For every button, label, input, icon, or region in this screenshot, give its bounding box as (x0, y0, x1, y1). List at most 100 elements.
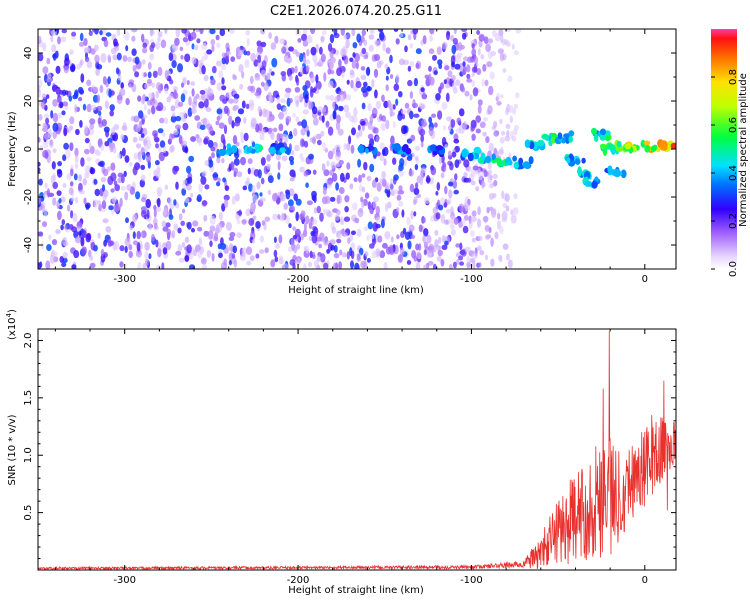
x-tick-label: 0 (642, 274, 648, 285)
spectrogram-noise-cell (515, 92, 520, 99)
spectrogram-noise-cell (452, 261, 457, 269)
spectrogram-noise-cell (485, 254, 488, 261)
spectrogram-noise-cell (288, 46, 294, 52)
spectrogram-noise-cell (218, 211, 223, 221)
spectrogram-noise-cell (370, 234, 375, 240)
spectrogram-noise-cell (506, 130, 510, 138)
spectrogram-noise-cell (84, 125, 89, 135)
spectrogram-noise-cell (225, 91, 232, 98)
spectrogram-noise-cell (210, 146, 216, 152)
spectrogram-signal-cell (670, 142, 676, 150)
spectrogram-noise-cell (202, 263, 207, 269)
spectrogram-noise-cell (100, 144, 105, 152)
spectrogram-noise-cell (335, 182, 339, 191)
spectrogram-noise-cell (71, 264, 77, 269)
snr-series-line (38, 331, 676, 570)
spectrogram-noise-cell (434, 239, 439, 248)
spectrogram-noise-cell (448, 124, 452, 132)
spectrogram-noise-cell (428, 116, 433, 124)
spectrogram-noise-cell (274, 192, 278, 201)
spectrogram-noise-cell (266, 117, 273, 122)
spectrogram-noise-cell (351, 230, 356, 236)
snr-y-multiplier: (x104) (5, 309, 18, 340)
spectrogram-noise-cell (481, 181, 486, 188)
spectrogram-noise-cell (55, 88, 60, 94)
spectrogram-noise-cell (389, 178, 394, 184)
spectrogram-noise-cell (455, 259, 460, 265)
spectrogram-noise-cell (216, 108, 223, 115)
spectrogram-noise-cell (323, 262, 329, 269)
spectrogram-noise-cell (270, 259, 276, 268)
spectrogram-signal-cell (536, 139, 545, 147)
spectrogram-noise-cell (492, 192, 497, 199)
spectrogram-noise-cell (424, 74, 430, 80)
spectrogram-noise-cell (299, 138, 305, 148)
spectrogram-noise-cell (216, 157, 221, 164)
spectrogram-noise-cell (339, 94, 345, 102)
spectrogram-noise-cell (221, 52, 227, 58)
spectrogram-noise-cell (466, 78, 473, 83)
spectrogram-noise-cell (350, 79, 354, 89)
spectrogram-noise-cell (341, 71, 345, 78)
spectrogram-noise-cell (397, 190, 401, 195)
spectrogram-noise-cell (209, 29, 216, 35)
spectrogram-noise-cell (223, 145, 227, 151)
spectrogram-noise-cell (329, 60, 335, 69)
spectrogram-noise-cell (240, 131, 244, 139)
spectrogram-noise-cell (133, 115, 140, 123)
spectrogram-noise-cell (102, 76, 107, 85)
spectrogram-noise-cell (462, 61, 466, 67)
spectrogram-noise-cell (504, 193, 510, 203)
spectrogram-noise-cell (281, 155, 288, 162)
spectrogram-noise-cell (363, 81, 368, 88)
spectrogram-noise-cell (147, 61, 152, 70)
spectrogram-noise-cell (311, 254, 316, 260)
spectrogram-noise-cell (86, 79, 92, 87)
spectrogram-noise-cell (366, 235, 370, 242)
spectrogram-noise-cell (511, 43, 515, 50)
spectrogram-noise-cell (42, 122, 47, 131)
spectrogram-noise-cell (291, 149, 295, 156)
spectrogram-noise-cell (363, 54, 369, 60)
spectrogram-noise-cell (505, 123, 511, 130)
spectrogram-noise-cell (478, 34, 485, 42)
spectrogram-noise-cell (174, 37, 180, 46)
spectrogram-noise-cell (423, 264, 429, 269)
spectrogram-noise-cell (390, 236, 394, 243)
spectrogram-noise-cell (416, 193, 422, 199)
spectrogram-noise-cell (253, 169, 260, 177)
spectrogram-noise-cell (68, 187, 74, 196)
spectrogram-noise-cell (45, 260, 51, 269)
spectrogram-noise-cell (43, 113, 50, 119)
spectrogram-noise-cell (200, 118, 206, 124)
spectrogram-noise-cell (368, 34, 375, 40)
spectrogram-noise-cell (259, 197, 266, 203)
spectrogram-noise-cell (68, 95, 73, 102)
spectrogram-noise-cell (80, 157, 85, 167)
spectrogram-noise-cell (97, 117, 102, 125)
spectrogram-noise-cell (389, 182, 394, 191)
spectrogram-noise-cell (476, 68, 482, 75)
spectrogram-noise-cell (339, 172, 345, 182)
spectrogram-noise-cell (450, 119, 456, 128)
spectrogram-noise-cell (450, 215, 455, 225)
spectrogram-noise-cell (38, 114, 43, 121)
spectrogram-noise-cell (293, 193, 299, 201)
spectrogram-noise-cell (301, 33, 308, 42)
spectrogram-noise-cell (398, 163, 404, 172)
spectrogram-noise-cell (191, 88, 195, 97)
spectrogram-noise-cell (199, 29, 204, 35)
spectrogram-signal-cell (643, 140, 651, 146)
spectrogram-noise-cell (303, 170, 309, 177)
spectrogram-noise-cell (250, 53, 256, 62)
spectrogram-noise-cell (44, 152, 49, 160)
spectrogram-noise-cell (331, 101, 336, 110)
spectrogram-noise-cell (305, 245, 309, 254)
spectrogram-noise-cell (149, 44, 154, 53)
spectrogram-noise-cell (211, 253, 215, 262)
spectrogram-noise-cell (74, 147, 79, 157)
spectrogram-noise-cell (240, 156, 246, 166)
spectrogram-noise-cell (228, 98, 234, 104)
spectrogram-noise-cell (56, 190, 62, 197)
spectrogram-noise-cell (322, 107, 327, 113)
